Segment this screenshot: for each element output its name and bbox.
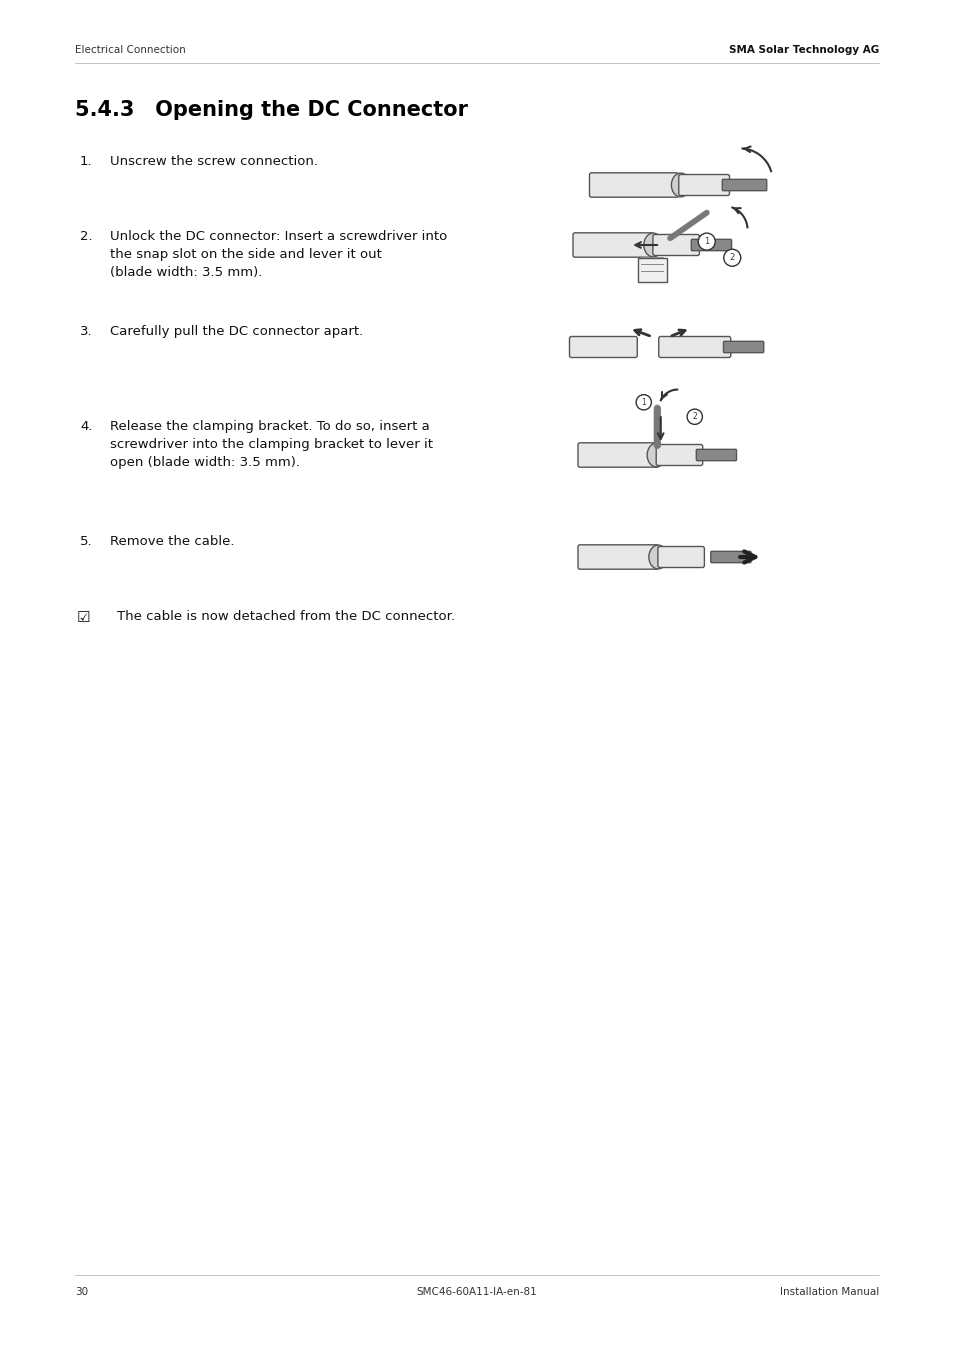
FancyBboxPatch shape <box>656 445 702 465</box>
Text: 1: 1 <box>640 397 645 407</box>
FancyBboxPatch shape <box>652 234 699 256</box>
Ellipse shape <box>643 233 661 257</box>
Text: 30: 30 <box>75 1287 88 1297</box>
Ellipse shape <box>646 443 665 466</box>
FancyBboxPatch shape <box>658 546 703 568</box>
Circle shape <box>698 233 715 250</box>
Text: 4.: 4. <box>80 420 92 433</box>
FancyBboxPatch shape <box>578 443 658 468</box>
Text: 1.: 1. <box>80 155 92 168</box>
FancyBboxPatch shape <box>573 233 653 257</box>
FancyBboxPatch shape <box>696 449 736 461</box>
FancyBboxPatch shape <box>638 258 666 281</box>
Text: 2: 2 <box>692 412 697 422</box>
FancyBboxPatch shape <box>722 341 763 353</box>
FancyBboxPatch shape <box>589 173 678 197</box>
FancyBboxPatch shape <box>659 337 730 357</box>
Text: SMA Solar Technology AG: SMA Solar Technology AG <box>728 45 878 55</box>
Text: Carefully pull the DC connector apart.: Carefully pull the DC connector apart. <box>110 324 363 338</box>
FancyBboxPatch shape <box>721 180 766 191</box>
Ellipse shape <box>671 173 689 197</box>
Text: 3.: 3. <box>80 324 92 338</box>
Text: 2: 2 <box>729 253 734 262</box>
Text: Installation Manual: Installation Manual <box>779 1287 878 1297</box>
FancyBboxPatch shape <box>678 174 729 196</box>
Text: 2.: 2. <box>80 230 92 243</box>
Text: The cable is now detached from the DC connector.: The cable is now detached from the DC co… <box>117 610 455 623</box>
FancyBboxPatch shape <box>569 337 637 357</box>
Text: 1: 1 <box>703 237 709 246</box>
Circle shape <box>686 410 701 425</box>
Text: Electrical Connection: Electrical Connection <box>75 45 186 55</box>
FancyBboxPatch shape <box>710 552 750 562</box>
Text: Unlock the DC connector: Insert a screwdriver into
the snap slot on the side and: Unlock the DC connector: Insert a screwd… <box>110 230 447 279</box>
Text: ☑: ☑ <box>77 610 91 625</box>
Text: 5.: 5. <box>80 535 92 548</box>
Text: Remove the cable.: Remove the cable. <box>110 535 234 548</box>
Text: Release the clamping bracket. To do so, insert a
screwdriver into the clamping b: Release the clamping bracket. To do so, … <box>110 420 433 469</box>
Ellipse shape <box>648 545 667 569</box>
FancyBboxPatch shape <box>578 545 658 569</box>
Circle shape <box>723 249 740 266</box>
Text: Unscrew the screw connection.: Unscrew the screw connection. <box>110 155 317 168</box>
Circle shape <box>636 395 651 410</box>
FancyBboxPatch shape <box>691 239 731 250</box>
Text: 5.4.3 Opening the DC Connector: 5.4.3 Opening the DC Connector <box>75 100 468 120</box>
Text: SMC46-60A11-IA-en-81: SMC46-60A11-IA-en-81 <box>416 1287 537 1297</box>
